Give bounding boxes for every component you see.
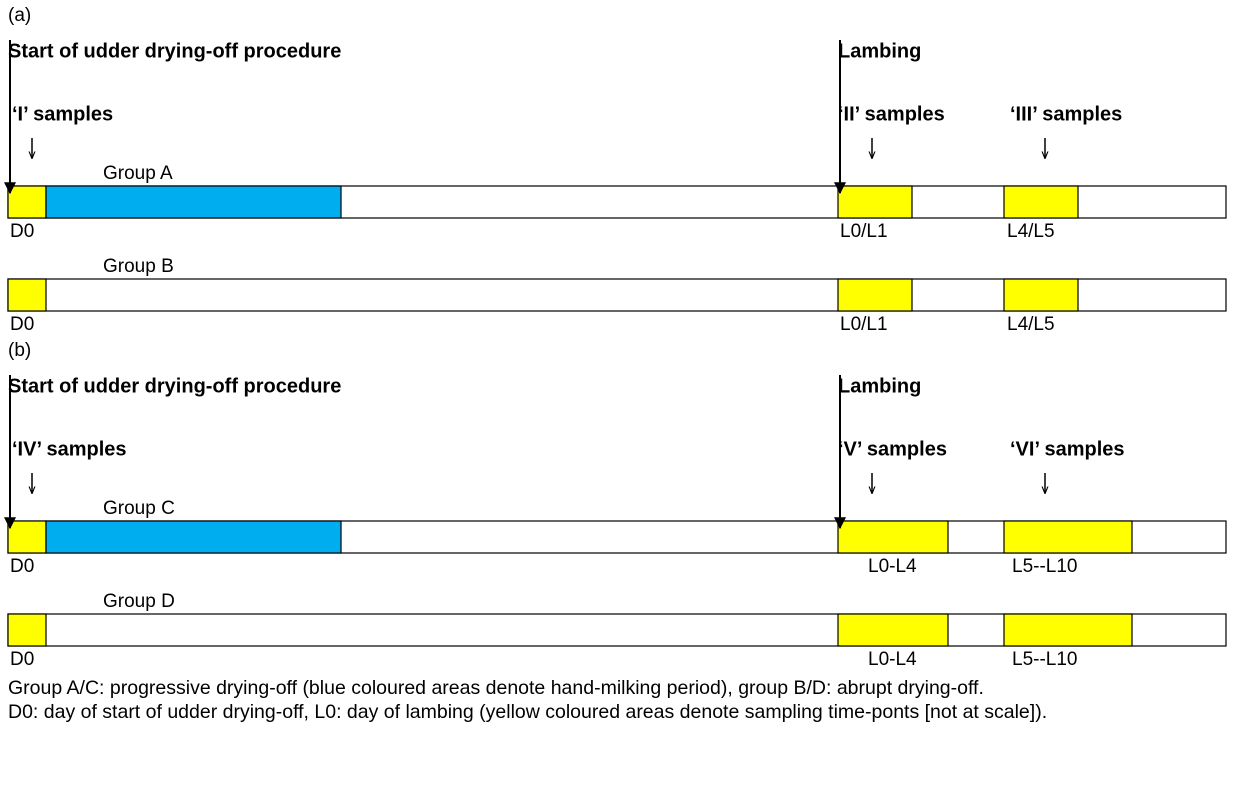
sample-period	[7, 520, 47, 554]
lambing-label: Lambing	[838, 40, 921, 62]
group-label: Group C	[103, 498, 175, 519]
diagram: (a) Start of udder drying-off procedure La…	[4, 5, 1227, 670]
hand-milking-period	[45, 520, 342, 554]
sample-label: ‘I’ samples	[12, 103, 113, 125]
sample-label: ‘II’ samples	[838, 103, 945, 125]
time-label: L4/L5	[1007, 221, 1055, 242]
sample-period	[1003, 520, 1133, 554]
time-label: L4/L5	[1007, 314, 1055, 335]
hand-milking-period	[45, 185, 342, 219]
start-label: Start of udder drying-off procedure	[8, 375, 341, 397]
sample-period	[1003, 613, 1133, 647]
sample-label: ‘V’ samples	[838, 438, 947, 460]
lambing-label: Lambing	[838, 375, 921, 397]
group-label: Group B	[103, 256, 174, 277]
time-label: L0-L4	[868, 649, 917, 670]
time-label: D0	[10, 556, 34, 577]
time-label: L0/L1	[840, 314, 888, 335]
sample-period	[837, 520, 949, 554]
note: D0: day of start of udder drying-off, L0…	[8, 700, 1048, 723]
time-label: L5--L10	[1012, 649, 1078, 670]
notes: Group A/C: progressive drying-off (blue …	[8, 677, 1226, 724]
time-label: L0-L4	[868, 556, 917, 577]
group-label: Group A	[103, 163, 173, 184]
time-label: L0/L1	[840, 221, 888, 242]
sample-period	[837, 613, 949, 647]
sample-period	[7, 613, 47, 647]
sample-period	[837, 185, 913, 219]
sample-period	[7, 278, 47, 312]
sample-label: ‘III’ samples	[1010, 103, 1122, 125]
sample-label: ‘IV’ samples	[12, 438, 127, 460]
time-label: D0	[10, 649, 34, 670]
start-label: Start of udder drying-off procedure	[8, 40, 341, 62]
sample-period	[7, 185, 47, 219]
time-label: D0	[10, 314, 34, 335]
group-label: Group D	[103, 591, 175, 612]
sample-period	[1003, 185, 1079, 219]
note: Group A/C: progressive drying-off (blue …	[8, 677, 984, 699]
time-label: D0	[10, 221, 34, 242]
sample-period	[837, 278, 913, 312]
time-label: L5--L10	[1012, 556, 1078, 577]
sample-period	[1003, 278, 1079, 312]
sample-label: ‘VI’ samples	[1010, 438, 1125, 460]
panel-label: (a)	[8, 5, 31, 26]
panel-label: (b)	[8, 340, 31, 361]
